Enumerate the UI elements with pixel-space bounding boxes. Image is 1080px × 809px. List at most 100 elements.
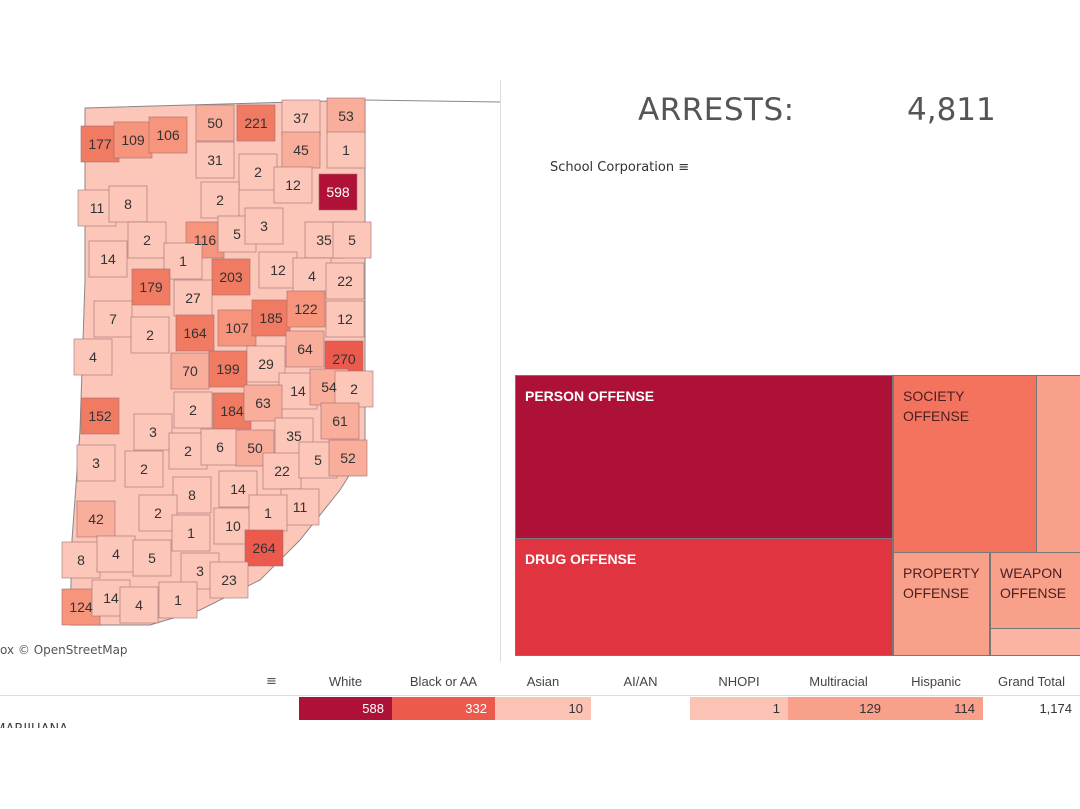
treemap-cell[interactable]	[1036, 375, 1080, 553]
county-shape[interactable]	[281, 99, 321, 137]
bar[interactable]	[727, 182, 1065, 201]
county-shape[interactable]	[244, 529, 284, 567]
county-shape[interactable]	[326, 97, 366, 135]
column-header[interactable]: AI/AN	[623, 674, 658, 689]
county-shape[interactable]	[200, 181, 240, 219]
column-header[interactable]: NHOPI	[718, 674, 760, 689]
bar[interactable]	[727, 207, 916, 226]
county-shape[interactable]	[251, 299, 291, 337]
sort-icon[interactable]: ≡	[266, 674, 277, 689]
bar-chart-header[interactable]: School Corporation ≡	[550, 160, 689, 175]
county-shape[interactable]	[280, 488, 320, 526]
bar[interactable]	[727, 354, 835, 361]
county-shape[interactable]	[175, 314, 215, 352]
county-shape[interactable]	[108, 185, 148, 223]
county-shape[interactable]	[131, 268, 171, 306]
table-cell[interactable]: 114	[889, 697, 983, 720]
bar[interactable]	[727, 231, 913, 250]
county-shape[interactable]	[173, 391, 213, 429]
column-header[interactable]: White	[328, 674, 363, 689]
county-shape[interactable]	[208, 350, 248, 388]
county-shape[interactable]	[172, 476, 212, 514]
county-shape[interactable]	[76, 444, 116, 482]
county-shape[interactable]	[195, 104, 235, 142]
county-shape[interactable]	[243, 384, 283, 422]
map-attribution[interactable]: ox © OpenStreetMap	[0, 643, 128, 657]
county-shape[interactable]	[273, 166, 313, 204]
treemap-cell[interactable]	[990, 628, 1080, 656]
bar-label[interactable]: Lebanon Community School C..	[514, 305, 718, 321]
table-cell[interactable]: 10	[495, 697, 591, 720]
county-shape[interactable]	[258, 251, 298, 289]
county-shape[interactable]	[80, 125, 120, 163]
county-shape[interactable]	[262, 452, 302, 490]
county-shape[interactable]	[158, 581, 198, 619]
treemap-cell[interactable]: WEAPON OFFENSE	[990, 552, 1080, 629]
table-cell[interactable]: 332	[392, 697, 495, 720]
column-header[interactable]: Grand Total	[998, 674, 1065, 689]
county-shape[interactable]	[168, 432, 208, 470]
table-cell[interactable]: 1,174	[983, 697, 1080, 720]
county-shape[interactable]	[326, 131, 366, 169]
county-shape[interactable]	[244, 207, 284, 245]
column-header[interactable]: Hispanic	[911, 674, 961, 689]
county-shape[interactable]	[285, 330, 325, 368]
county-shape[interactable]	[138, 494, 178, 532]
county-shape[interactable]	[236, 104, 276, 142]
county-shape[interactable]	[235, 429, 275, 467]
county-shape[interactable]	[170, 352, 210, 390]
county-shape[interactable]	[318, 173, 358, 211]
bar-label[interactable]: New Albany-Floyd Co Con Sch	[523, 256, 718, 272]
bar-label[interactable]: Richmond Community Schools	[519, 207, 718, 223]
county-shape[interactable]	[332, 221, 372, 259]
county-shape[interactable]	[96, 535, 136, 573]
county-shape[interactable]	[119, 586, 159, 624]
county-shape[interactable]	[246, 345, 286, 383]
county-shape[interactable]	[163, 242, 203, 280]
county-shape[interactable]	[217, 309, 257, 347]
bar-label[interactable]: Kokomo School Corporation	[538, 281, 718, 296]
table-cell[interactable]	[591, 697, 690, 720]
county-shape[interactable]	[127, 221, 167, 259]
treemap-cell[interactable]: SOCIETY OFFENSE	[893, 375, 1037, 553]
county-shape[interactable]	[171, 514, 211, 552]
county-shape[interactable]	[200, 428, 240, 466]
county-shape[interactable]	[325, 300, 365, 338]
county-shape[interactable]	[209, 561, 249, 599]
county-shape[interactable]	[132, 539, 172, 577]
county-shape[interactable]	[286, 290, 326, 328]
county-shape[interactable]	[328, 439, 368, 477]
treemap-cell[interactable]: DRUG OFFENSE	[515, 538, 893, 656]
bar-label[interactable]: Fort Allen County Schools	[552, 355, 718, 361]
column-header[interactable]: Black or AA	[409, 674, 478, 689]
bar[interactable]	[727, 329, 852, 348]
county-shape[interactable]	[148, 116, 188, 154]
county-shape[interactable]	[325, 262, 365, 300]
table-cell[interactable]: 1	[690, 697, 788, 720]
county-shape[interactable]	[80, 397, 120, 435]
treemap-cell[interactable]: PERSON OFFENSE	[515, 375, 893, 539]
county-shape[interactable]	[320, 402, 360, 440]
county-shape[interactable]	[76, 500, 116, 538]
bar-label[interactable]: Greater Clark County Schools	[526, 232, 718, 247]
county-shape[interactable]	[133, 413, 173, 451]
table-cell[interactable]: 588	[299, 697, 392, 720]
county-shape[interactable]	[195, 141, 235, 179]
county-shape[interactable]	[113, 121, 153, 159]
column-header[interactable]: Multiracial	[809, 674, 868, 689]
county-shape[interactable]	[130, 316, 170, 354]
bar[interactable]	[727, 280, 882, 299]
county-map[interactable]: 177 109 106 50 221 37 53 31 2 45 1 12 598 11 8 2 2 116 5 3 3…	[0, 80, 501, 662]
table-cell[interactable]: 129	[788, 697, 889, 720]
county-shape[interactable]	[124, 450, 164, 488]
county-shape[interactable]	[61, 541, 101, 579]
county-shape[interactable]	[93, 300, 133, 338]
bar-label[interactable]: Vigo County School Corp	[557, 330, 718, 345]
bar[interactable]	[727, 305, 859, 324]
sort-descending-icon[interactable]: ≡	[678, 160, 690, 175]
county-shape[interactable]	[334, 370, 374, 408]
bar-label[interactable]: Fort Wayne Community Scho..	[521, 183, 718, 198]
column-header[interactable]: Asian	[526, 674, 560, 689]
county-shape[interactable]	[73, 338, 113, 376]
county-shape[interactable]	[88, 240, 128, 278]
